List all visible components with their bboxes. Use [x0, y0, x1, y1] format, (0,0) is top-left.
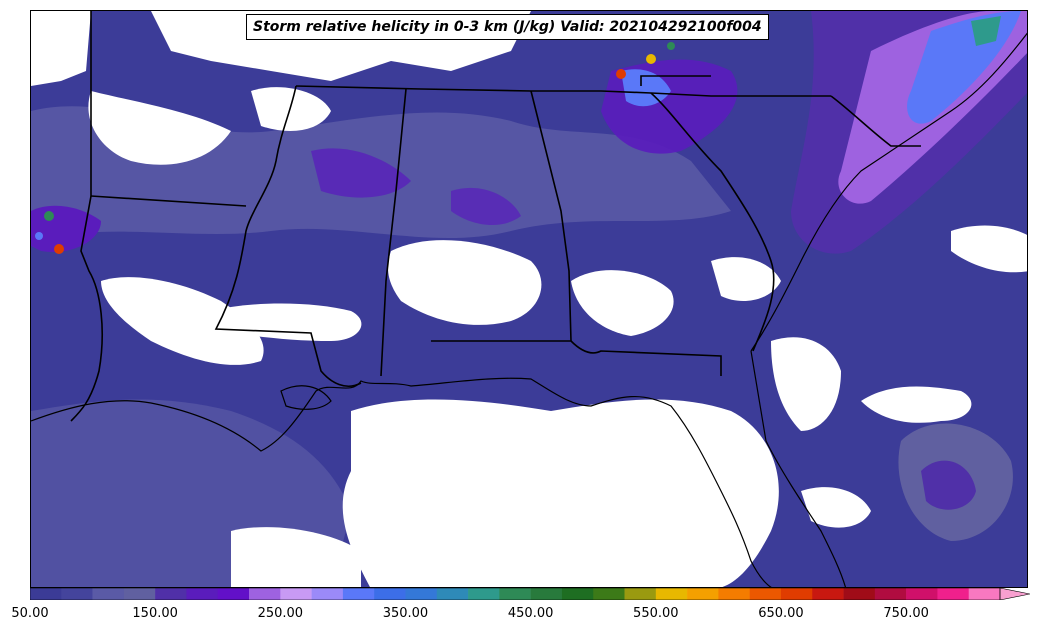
colorbar-swatch	[249, 588, 281, 600]
colorbar-swatch	[468, 588, 500, 600]
colorbar-swatch	[687, 588, 719, 600]
map-title: Storm relative helicity in 0-3 km (J/kg)…	[246, 14, 769, 40]
colorbar-tick-label: 150.00	[132, 606, 178, 621]
state-borders	[70, 11, 921, 422]
colorbar-swatch	[812, 588, 844, 600]
colorbar-swatch	[405, 588, 438, 600]
colorbar-swatch	[593, 588, 625, 600]
colorbar-swatch	[311, 588, 344, 600]
colorbar-swatch	[968, 588, 1001, 600]
colorbar-swatch	[280, 588, 312, 600]
colorbar-swatch	[155, 588, 187, 600]
colorbar-swatch	[718, 588, 750, 600]
colorbar-tick-label: 450.00	[507, 606, 554, 621]
colorbar-swatch	[92, 588, 125, 600]
coastlines	[31, 32, 1027, 587]
colorbar-tick-label: 250.00	[257, 606, 304, 621]
helicity-map	[31, 11, 1027, 587]
colorbar-swatch	[874, 588, 907, 600]
colorbar	[30, 588, 1030, 600]
colorbar-extend-arrow	[999, 588, 1030, 600]
colorbar-swatch	[561, 588, 594, 600]
colorbar-swatch	[123, 588, 156, 600]
colorbar-swatch	[655, 588, 688, 600]
colorbar-swatch	[374, 588, 406, 600]
colorbar-swatch	[61, 588, 93, 600]
colorbar-swatch	[843, 588, 876, 600]
colorbar-swatch	[436, 588, 469, 600]
colorbar-swatches	[30, 588, 1030, 600]
colorbar-swatch	[937, 588, 970, 600]
colorbar-swatch	[624, 588, 657, 600]
map-panel	[30, 10, 1028, 588]
colorbar-swatch	[780, 588, 813, 600]
colorbar-tick-label: 550.00	[633, 606, 679, 621]
colorbar-tick-label: 650.00	[758, 606, 804, 621]
colorbar-outline	[30, 588, 1001, 600]
colorbar-swatch	[186, 588, 219, 600]
colorbar-tick-label: 350.00	[382, 606, 429, 621]
colorbar-swatch	[217, 588, 250, 600]
colorbar-swatch	[906, 588, 938, 600]
colorbar-tick-label: 50.00	[11, 606, 49, 621]
below-threshold-areas	[31, 11, 1027, 587]
colorbar-swatch	[342, 588, 375, 600]
colorbar-swatch	[530, 588, 563, 600]
colorbar-swatch	[499, 588, 531, 600]
colorbar-tick-label: 750.00	[883, 606, 929, 621]
colorbar-swatch	[749, 588, 782, 600]
colorbar-swatch	[30, 588, 62, 600]
